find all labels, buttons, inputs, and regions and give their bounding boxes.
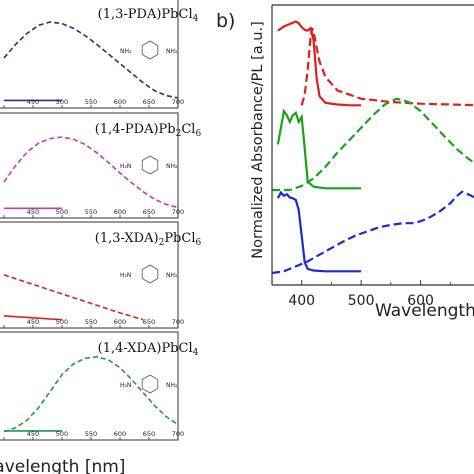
molecule-structure-icon <box>141 264 159 284</box>
tick-label-600: 600 <box>114 430 126 438</box>
formula-text: (1,4-PDA)Pb <box>95 122 176 137</box>
tick-label-700: 700 <box>172 208 184 216</box>
subplot-frame <box>0 331 179 441</box>
absorbance-line <box>3 315 63 321</box>
panel-b: b) 400 500 600 Normalized Absorbance/PL [a… <box>216 4 474 321</box>
absorbance-line <box>276 108 362 190</box>
tick-label-600: 600 <box>114 208 126 216</box>
amine-label-left: H₂N <box>120 163 131 170</box>
tick-label-700: 700 <box>172 318 184 326</box>
tick-label-500: 500 <box>56 208 68 216</box>
molecule-structure-icon <box>141 155 159 175</box>
subplot-1-3-xda: 450 500 550 600 650 700 (1,3-XDA)2PbCl6 H₂N NH₂ <box>0 221 202 329</box>
subplot-tick-labels: 450 500 550 600 650 700 <box>27 430 184 438</box>
amine-label-right: NH₂ <box>166 48 178 55</box>
absorbance-line <box>277 20 362 107</box>
tick-label-550: 550 <box>85 430 97 438</box>
panel-a-x-axis-label: Wavelength [nm] <box>0 457 125 474</box>
tick-label-450: 450 <box>27 98 39 106</box>
panel-b-plot-area <box>271 4 474 286</box>
pl-emission-line <box>272 190 474 275</box>
amine-label-left: H₂N <box>120 272 131 279</box>
tick-label-600: 600 <box>114 318 126 326</box>
subplot-1-4-xda: 450 500 550 600 650 700 (1,4-XDA)PbCl4 H₂N NH₂ <box>0 331 199 441</box>
formula-text: (1,3-PDA)PbCl <box>98 7 193 22</box>
tick-label-650: 650 <box>143 318 155 326</box>
formula-subscript: 6 <box>196 238 202 248</box>
subplot-1-4-pda: 450 500 550 600 650 700 (1,4-PDA)Pb2Cl6 H₂N NH₂ <box>0 112 202 219</box>
tick-label-700: 700 <box>172 430 184 438</box>
benzene-ring-icon <box>141 374 159 394</box>
compound-formula-label: (1,4-PDA)Pb2Cl6 <box>95 122 202 139</box>
amine-label-left: NH₂ <box>120 48 132 55</box>
panel-b-x-axis-label: Wavelength <box>375 301 474 321</box>
subplot-frame <box>0 221 179 329</box>
molecule-structure-icon <box>141 374 159 394</box>
tick-label-450: 450 <box>27 318 39 326</box>
compound-formula-label: (1,3-PDA)PbCl4 <box>98 7 199 24</box>
benzene-ring-icon <box>141 264 159 284</box>
formula-text: PbCl <box>164 231 195 246</box>
pl-emission-line <box>272 97 474 192</box>
formula-subscript: 2 <box>159 238 165 248</box>
panel-b-series-group <box>272 20 474 275</box>
formula-text: (1,4-XDA)PbCl <box>98 341 193 356</box>
subplot-frame <box>0 0 179 109</box>
formula-text: (1,3-XDA) <box>95 231 159 246</box>
tick-label-650: 650 <box>143 98 155 106</box>
benzene-ring-icon <box>141 40 159 60</box>
molecule-structure-icon <box>141 40 159 60</box>
subplot-tick-labels: 450 500 550 600 650 700 <box>27 98 184 106</box>
tick-label-450: 450 <box>27 208 39 216</box>
tick-label-500: 500 <box>56 430 68 438</box>
amine-label-right: NH₂ <box>166 272 178 279</box>
subplot-series-group <box>3 355 178 433</box>
subplot-1-3-pda: 450 500 550 600 650 700 (1,3-PDA)PbCl4 NH₂ NH₂ <box>0 0 199 109</box>
formula-subscript: 4 <box>193 14 199 24</box>
pl-emission-line <box>3 355 178 433</box>
amine-label-left: H₂N <box>120 382 131 389</box>
tick-label-600: 600 <box>114 98 126 106</box>
subplot-series-group <box>3 136 178 210</box>
formula-subscript: 6 <box>195 129 201 139</box>
tick-label-450: 450 <box>27 430 39 438</box>
compound-formula-label: (1,4-XDA)PbCl4 <box>98 341 199 358</box>
tick-label-550: 550 <box>85 98 97 106</box>
subplot-series-group <box>3 21 178 102</box>
tick-label-500: 500 <box>56 98 68 106</box>
pl-emission-line <box>3 21 178 99</box>
formula-subscript: 4 <box>193 348 199 358</box>
panel-b-y-axis-label: Normalized Absorbance/PL [a.u.] <box>250 21 266 258</box>
amine-label-right: NH₂ <box>166 163 178 170</box>
subplot-frame <box>0 112 179 219</box>
panel-b-x-ticks: 400 500 600 <box>271 280 451 309</box>
tick-label-700: 700 <box>172 98 184 106</box>
tick-label-650: 650 <box>143 208 155 216</box>
subplot-tick-labels: 450 500 550 600 650 700 <box>27 318 184 326</box>
panel-b-label: b) <box>216 10 235 32</box>
tick-label-550: 550 <box>85 208 97 216</box>
tick-label-650: 650 <box>143 430 155 438</box>
benzene-ring-icon <box>141 155 159 175</box>
subplot-series-group <box>3 274 144 321</box>
formula-text: Cl <box>181 122 195 137</box>
panel-b-tick-label-400: 400 <box>288 293 315 309</box>
amine-label-right: NH₂ <box>166 382 178 389</box>
compound-formula-label: (1,3-XDA)2PbCl6 <box>95 231 202 248</box>
subplot-tick-labels: 450 500 550 600 650 700 <box>27 208 184 216</box>
tick-label-550: 550 <box>85 318 97 326</box>
panel-b-tick-label-500: 500 <box>348 293 375 309</box>
formula-subscript: 2 <box>176 129 182 139</box>
absorbance-line <box>276 190 362 273</box>
pl-emission-line <box>3 274 144 321</box>
panel-b-tick-label-600: 600 <box>407 293 434 309</box>
pl-emission-line <box>3 136 178 209</box>
tick-label-500: 500 <box>56 318 68 326</box>
